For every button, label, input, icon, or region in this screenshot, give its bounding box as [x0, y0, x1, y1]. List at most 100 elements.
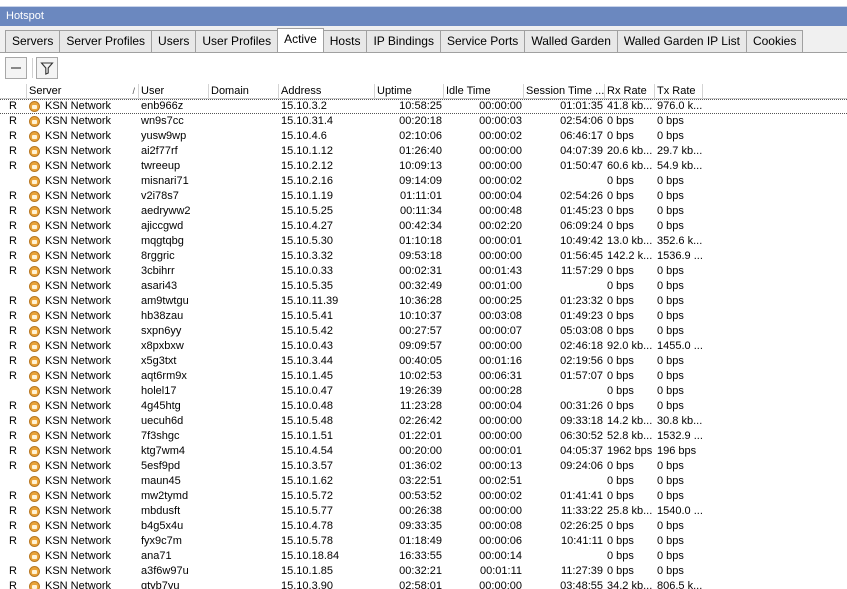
cell-session-time	[524, 474, 605, 489]
cell-uptime: 00:20:00	[399, 445, 442, 457]
cell-uptime: 10:58:25	[399, 100, 442, 112]
cell-address: 15.10.1.45	[281, 370, 333, 382]
cell-session-time: 10:49:42	[560, 235, 603, 247]
header-address-column[interactable]: Address	[279, 84, 375, 99]
table-row[interactable]: R KSN Network hb38zau 15.10.5.41 10:10:37 00:…	[0, 309, 847, 324]
cell-session-time: 11:33:22	[560, 505, 603, 517]
table-row[interactable]: R KSN Network am9twtgu 15.10.11.39 10:36:28 0…	[0, 294, 847, 309]
hotspot-server-icon	[29, 191, 40, 202]
tab-walled-garden-ip-list[interactable]: Walled Garden IP List	[616, 30, 747, 53]
cell-flag: R	[9, 430, 17, 442]
table-row[interactable]: KSN Network ana71 15.10.18.84 16:33:55 00:00…	[0, 549, 847, 564]
cell-user: x8pxbxw	[141, 340, 184, 352]
cell-uptime: 01:11:01	[399, 190, 442, 202]
table-row[interactable]: R KSN Network mbdusft 15.10.5.77 00:26:38 00:…	[0, 504, 847, 519]
table-row[interactable]: R KSN Network wn9s7cc 15.10.31.4 00:20:18 00:…	[0, 114, 847, 129]
cell-uptime: 01:18:49	[399, 535, 442, 547]
table-row[interactable]: R KSN Network sxpn6yy 15.10.5.42 00:27:57 00:…	[0, 324, 847, 339]
cell-tx-rate: 0 bps	[657, 400, 684, 412]
cell-idle-time: 00:00:01	[479, 445, 522, 457]
cell-uptime: 09:33:35	[399, 520, 442, 532]
cell-address: 15.10.5.30	[281, 235, 333, 247]
cell-session-time: 01:50:47	[560, 160, 603, 172]
table-row[interactable]: KSN Network misnari71 15.10.2.16 09:14:09 00…	[0, 174, 847, 189]
tab-server-profiles[interactable]: Server Profiles	[59, 30, 153, 53]
cell-address: 15.10.11.39	[281, 295, 339, 307]
table-row[interactable]: R KSN Network fyx9c7m 15.10.5.78 01:18:49 00:…	[0, 534, 847, 549]
cell-domain	[209, 114, 279, 129]
cell-user: qtyb7yu	[141, 580, 180, 589]
cell-address: 15.10.1.85	[281, 565, 333, 577]
tab-hosts[interactable]: Hosts	[322, 30, 368, 53]
tab-cookies[interactable]: Cookies	[745, 30, 804, 53]
table-row[interactable]: R KSN Network x8pxbxw 15.10.0.43 09:09:57 00:…	[0, 339, 847, 354]
cell-rx-rate: 60.6 kb...	[607, 160, 653, 172]
tab-servers[interactable]: Servers	[5, 30, 61, 53]
table-row[interactable]: R KSN Network ktg7wm4 15.10.4.54 00:20:00 00:…	[0, 444, 847, 459]
cell-domain	[209, 294, 279, 309]
table-row[interactable]: R KSN Network 7f3shgc 15.10.1.51 01:22:01 00:…	[0, 429, 847, 444]
cell-session-time: 11:27:39	[560, 565, 603, 577]
table-row[interactable]: R KSN Network ai2f77rf 15.10.1.12 01:26:40 00…	[0, 144, 847, 159]
table-row[interactable]: R KSN Network 8rggric 15.10.3.32 09:53:18 00:…	[0, 249, 847, 264]
tab-users[interactable]: Users	[151, 30, 197, 53]
table-row[interactable]: R KSN Network x5g3txt 15.10.3.44 00:40:05 00:…	[0, 354, 847, 369]
table-row[interactable]: R KSN Network yusw9wp 15.10.4.6 02:10:06 00:0…	[0, 129, 847, 144]
header-rx-rate-column[interactable]: Rx Rate	[605, 84, 655, 99]
cell-server: KSN Network	[45, 325, 112, 337]
cell-server: KSN Network	[45, 370, 112, 382]
filter-button[interactable]	[36, 57, 58, 79]
tab-user-profiles[interactable]: User Profiles	[195, 30, 279, 53]
cell-address: 15.10.4.6	[281, 130, 327, 142]
header-uptime-column[interactable]: Uptime	[375, 84, 444, 99]
table-row[interactable]: R KSN Network qtyb7yu 15.10.3.90 02:58:01 00:…	[0, 579, 847, 589]
cell-uptime: 16:33:55	[399, 550, 442, 562]
table-row[interactable]: R KSN Network twreeup 15.10.2.12 10:09:13 00:…	[0, 159, 847, 174]
tab-walled-garden[interactable]: Walled Garden	[524, 30, 618, 53]
table-row[interactable]: R KSN Network v2i78s7 15.10.1.19 01:11:01 00:…	[0, 189, 847, 204]
cell-rx-rate: 0 bps	[607, 400, 634, 412]
tab-ip-bindings[interactable]: IP Bindings	[366, 30, 441, 53]
header-user-column[interactable]: User	[139, 84, 209, 99]
hotspot-server-icon	[29, 311, 40, 322]
table-row[interactable]: R KSN Network enb966z 15.10.3.2 10:58:25 00:0…	[0, 99, 847, 114]
header-server-column[interactable]: Server /	[27, 84, 139, 99]
table-row[interactable]: R KSN Network uecuh6d 15.10.5.48 02:26:42 00:…	[0, 414, 847, 429]
table-row[interactable]: KSN Network asari43 15.10.5.35 00:32:49 00:0…	[0, 279, 847, 294]
header-tx-rate-column[interactable]: Tx Rate	[655, 84, 703, 99]
table-row[interactable]: R KSN Network aqt6rm9x 15.10.1.45 10:02:53 00…	[0, 369, 847, 384]
cell-session-time: 04:05:37	[560, 445, 603, 457]
remove-button[interactable]	[5, 57, 27, 79]
cell-server: KSN Network	[45, 175, 112, 187]
table-row[interactable]: R KSN Network mw2tymd 15.10.5.72 00:53:52 00:…	[0, 489, 847, 504]
header-flag-column[interactable]	[0, 84, 27, 99]
tab-service-ports[interactable]: Service Ports	[439, 30, 526, 53]
table-row[interactable]: KSN Network maun45 15.10.1.62 03:22:51 00:02…	[0, 474, 847, 489]
cell-address: 15.10.3.2	[281, 100, 327, 112]
cell-user: ai2f77rf	[141, 145, 178, 157]
header-idle-time-column[interactable]: Idle Time	[444, 84, 524, 99]
cell-server: KSN Network	[45, 490, 112, 502]
cell-domain	[209, 234, 279, 249]
table-row[interactable]: R KSN Network 4g45htg 15.10.0.48 11:23:28 00:…	[0, 399, 847, 414]
table-row[interactable]: R KSN Network b4g5x4u 15.10.4.78 09:33:35 00:…	[0, 519, 847, 534]
table-row[interactable]: R KSN Network ajiccgwd 15.10.4.27 00:42:34 00…	[0, 219, 847, 234]
cell-server: KSN Network	[45, 205, 112, 217]
table-row[interactable]: R KSN Network aedryww2 15.10.5.25 00:11:34 00…	[0, 204, 847, 219]
table-row[interactable]: R KSN Network 5esf9pd 15.10.3.57 01:36:02 00:…	[0, 459, 847, 474]
cell-tx-rate: 196 bps	[657, 445, 697, 457]
table-row[interactable]: R KSN Network 3cbihrr 15.10.0.33 00:02:31 00:…	[0, 264, 847, 279]
header-domain-column[interactable]: Domain	[209, 84, 279, 99]
table-row[interactable]: R KSN Network a3f6w97u 15.10.1.85 00:32:21 00…	[0, 564, 847, 579]
cell-uptime: 01:10:18	[399, 235, 442, 247]
tab-active[interactable]: Active	[277, 28, 324, 53]
table-row[interactable]: KSN Network holel17 15.10.0.47 19:26:39 00:0…	[0, 384, 847, 399]
cell-flag: R	[9, 400, 17, 412]
cell-domain	[209, 249, 279, 264]
header-session-time-column[interactable]: Session Time ...	[524, 84, 605, 99]
table-row[interactable]: R KSN Network mqgtqbg 15.10.5.30 01:10:18 00:…	[0, 234, 847, 249]
cell-session-time: 11:57:29	[560, 265, 603, 277]
cell-flag: R	[9, 250, 17, 262]
cell-address: 15.10.0.43	[281, 340, 333, 352]
filter-icon	[40, 62, 54, 75]
